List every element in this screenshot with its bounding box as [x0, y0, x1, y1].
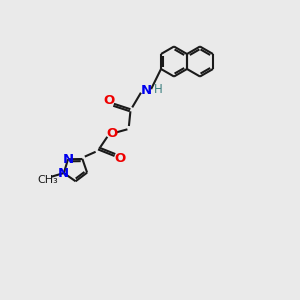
Text: O: O [103, 94, 115, 107]
Text: CH₃: CH₃ [38, 175, 58, 185]
Text: N: N [140, 84, 152, 97]
Text: O: O [106, 127, 117, 140]
Text: N: N [62, 153, 74, 166]
Text: O: O [114, 152, 125, 165]
Text: N: N [58, 167, 69, 179]
Text: H: H [154, 82, 162, 96]
